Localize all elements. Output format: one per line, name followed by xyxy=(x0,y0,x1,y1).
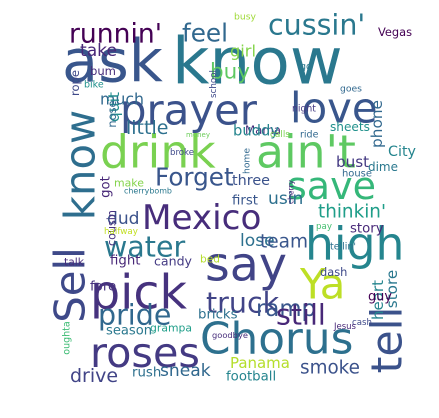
word-know-1: know xyxy=(172,25,343,100)
word-still-56: still xyxy=(276,299,326,332)
word-phone-34: phone xyxy=(368,100,386,148)
word-rope-24: rope xyxy=(68,70,82,96)
word-bum-25: bum xyxy=(90,64,116,78)
word-water-44: water xyxy=(104,231,185,264)
word-sneak-69: sneak xyxy=(160,361,211,381)
word-night-76: night xyxy=(292,104,316,115)
word-bricks-64: bricks xyxy=(198,308,238,323)
word-quit-27: quit xyxy=(105,92,123,122)
word-ya-11: Ya xyxy=(299,260,345,309)
word-story-43: story xyxy=(350,222,384,237)
word-girl-21: girl xyxy=(230,42,256,61)
word-ain-t-5: ain't xyxy=(256,126,356,179)
word-first-38: first xyxy=(232,194,258,209)
word-team-48: team xyxy=(260,232,308,253)
word-dash-57: dash xyxy=(320,265,347,279)
word-heart-58: heart xyxy=(369,280,387,320)
word-broke-81: broke xyxy=(170,148,194,158)
word-drive-67: drive xyxy=(70,365,118,387)
word-busy-72: busy xyxy=(234,12,256,23)
word-know-16: know xyxy=(56,110,105,220)
word-take-23: take xyxy=(80,41,117,61)
word-goes-75: goes xyxy=(340,84,362,95)
word-bike-91: bike xyxy=(84,80,104,91)
word-make-84: make xyxy=(114,177,144,190)
word-save-6: save xyxy=(287,164,376,208)
word-go-74: go xyxy=(300,62,312,73)
word-calls-78: calls xyxy=(270,130,290,140)
word-bust-39: bust xyxy=(336,153,369,171)
word-vegas-22: Vegas xyxy=(378,25,412,39)
word-forget-29: Forget xyxy=(155,163,234,192)
word-cherrybomb-85: cherrybomb xyxy=(124,187,172,196)
word-truck-54: truck xyxy=(206,287,280,320)
word-feel-19: feel xyxy=(182,19,228,48)
word-lose-47: lose xyxy=(240,231,275,251)
word-got-35: got xyxy=(99,176,114,198)
word-thinkin-42: thinkin' xyxy=(318,202,386,223)
word-cash-83: cash xyxy=(352,318,372,328)
word-pride-61: pride xyxy=(98,299,171,332)
word-house-82: house xyxy=(342,169,372,180)
word-dud-45: dud xyxy=(107,209,140,229)
word-dime-40: dime xyxy=(368,160,398,174)
word-cussin-17: cussin' xyxy=(268,9,365,42)
word-drink-4: drink xyxy=(100,126,216,179)
word-cousin-46: cousin xyxy=(106,210,119,246)
word-chorus-12: Chorus xyxy=(200,314,353,365)
word-high-9: high xyxy=(305,218,404,271)
word-rush-68: rush xyxy=(132,366,161,381)
word-cherry-92: cherry xyxy=(287,179,296,204)
word-little-30: little xyxy=(126,117,168,139)
word-panama-65: Panama xyxy=(230,354,290,372)
word-jesus-90: Jesus xyxy=(333,322,357,332)
word-store-59: store xyxy=(383,270,401,308)
word-buy-20: buy xyxy=(210,60,250,85)
word-home-80: home xyxy=(242,148,253,174)
word-buddy-32: buddy xyxy=(233,123,279,140)
word-goodbye-89: goodbye xyxy=(212,330,248,340)
word-sheets-33: sheets xyxy=(330,120,370,134)
word-money-79: money xyxy=(186,131,210,139)
word-fight-49: fight xyxy=(110,254,140,269)
word-prayer-2: prayer xyxy=(120,86,258,135)
word-season-62: season xyxy=(106,324,152,339)
word-tellin-88: tellin' xyxy=(330,242,356,253)
word-grampa-63: grampa xyxy=(150,322,192,335)
word-roses-13: roses xyxy=(90,329,200,377)
word-oughta-71: oughta xyxy=(62,321,73,354)
word-bed-51: bed xyxy=(200,253,220,266)
word-pick-10: pick xyxy=(90,266,187,321)
word-say-8: say xyxy=(205,238,287,293)
word-guy-60: guy xyxy=(368,290,392,305)
word-runnin-18: runnin' xyxy=(69,19,162,50)
word-fore-53: fore xyxy=(90,280,116,295)
word-ramp-55: ramp xyxy=(256,296,316,322)
word-three-36: three xyxy=(232,173,270,189)
word-talk-52: talk xyxy=(64,256,85,269)
word-pay-87: pay xyxy=(316,222,332,232)
word-school-73: school xyxy=(209,70,219,98)
word-mexico-7: Mexico xyxy=(142,198,261,238)
word-ask-0: ask xyxy=(62,27,163,96)
word-usin-37: usin xyxy=(268,189,303,209)
word-mama-31: Mama xyxy=(245,123,281,137)
word-tell-14: tell xyxy=(363,307,413,374)
word-ride-77: ride xyxy=(300,130,319,141)
word-sell-15: Sell xyxy=(46,247,95,322)
word-halfway-86: halfway xyxy=(104,227,138,237)
word-candy-50: candy xyxy=(154,254,193,269)
word-nose-28: nose xyxy=(105,100,119,127)
word-smoke-66: smoke xyxy=(300,358,360,379)
word-love-3: love xyxy=(290,84,378,133)
word-city-41: City xyxy=(388,144,417,160)
word-much-26: much xyxy=(100,90,144,109)
word-football-70: football xyxy=(226,370,276,385)
